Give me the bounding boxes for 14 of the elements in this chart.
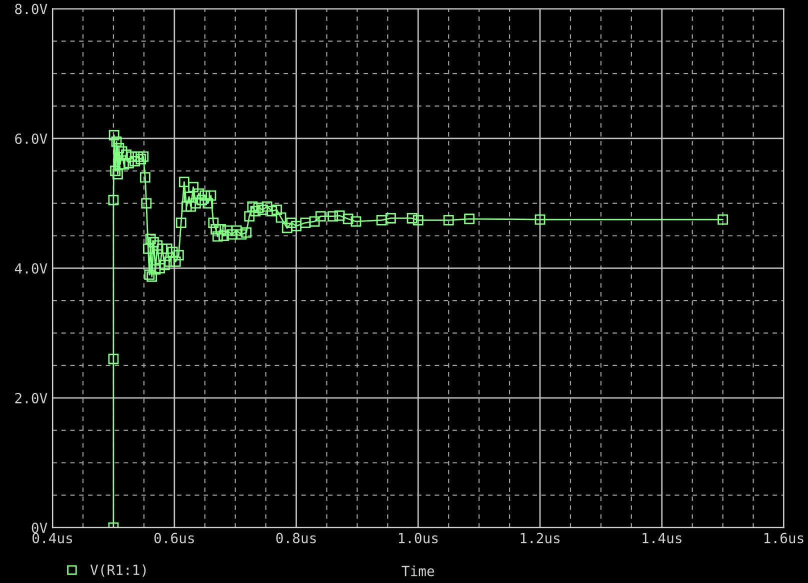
legend-label: V(R1:1) bbox=[90, 564, 146, 577]
y-tick-label: 0V bbox=[32, 522, 48, 534]
x-tick-label: 1.4us bbox=[642, 532, 682, 544]
x-tick-label: 0.6us bbox=[154, 532, 194, 544]
x-tick-label: 1.6us bbox=[764, 532, 804, 544]
x-tick-label: 0.8us bbox=[276, 532, 316, 544]
x-axis-title: Time bbox=[402, 566, 434, 576]
y-tick-label: 8.0V bbox=[15, 4, 48, 14]
y-tick-label: 2.0V bbox=[15, 392, 48, 404]
y-tick-label: 6.0V bbox=[15, 133, 48, 144]
x-tick-label: 1.0us bbox=[398, 532, 438, 544]
y-tick-label: 4.0V bbox=[14, 263, 48, 274]
x-tick-label: 0.4us bbox=[32, 532, 72, 544]
x-tick-label: 1.2us bbox=[520, 532, 560, 544]
